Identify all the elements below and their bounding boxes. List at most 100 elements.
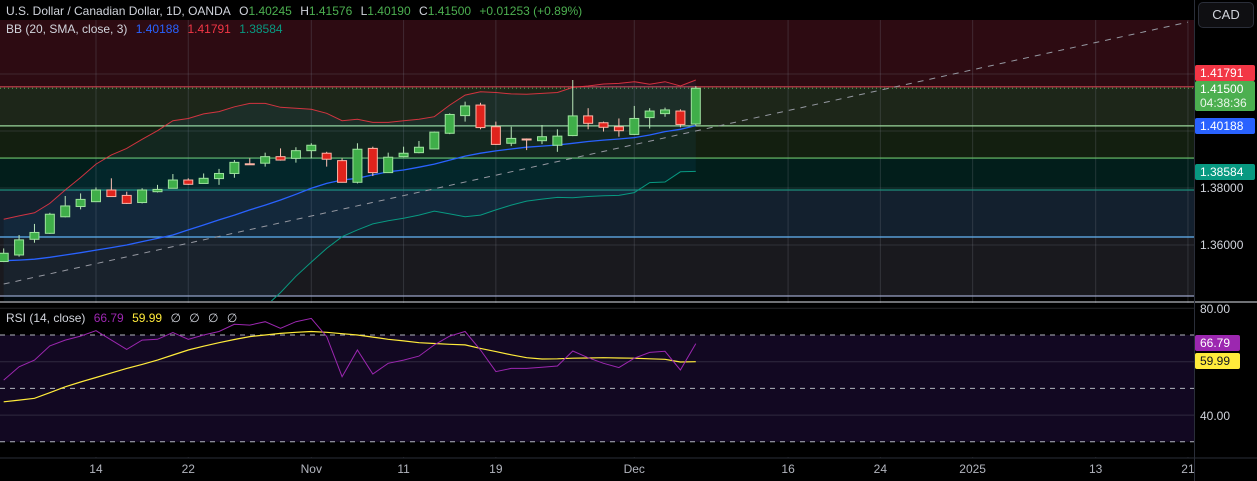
candle-body [644, 110, 655, 119]
candle [444, 113, 455, 135]
symbol-title[interactable]: U.S. Dollar / Canadian Dollar, 1D, OANDA [6, 4, 231, 18]
time-tick-label: 24 [873, 462, 888, 476]
candle [337, 158, 348, 183]
candle-body [214, 172, 225, 180]
time-tick-label: 11 [397, 462, 410, 476]
candle-body [567, 115, 578, 137]
bb-lower-value: 1.38584 [239, 22, 283, 36]
candle [167, 174, 178, 189]
trendline[interactable] [3, 21, 1189, 285]
candle-body [229, 161, 240, 174]
candle [306, 143, 317, 159]
rsi-legend[interactable]: RSI (14, close) 66.79 59.99 ∅ ∅ ∅ ∅ [6, 311, 242, 325]
candle-body [152, 188, 163, 193]
candle-body [383, 156, 394, 174]
candle [367, 146, 378, 177]
candle [229, 160, 240, 178]
candle-body [260, 156, 271, 164]
rsi-pane [0, 303, 1194, 457]
rsi-extra-value: ∅ [226, 311, 238, 325]
candle [275, 148, 286, 161]
time-tick-label: Nov [300, 462, 322, 476]
candle-body [552, 135, 563, 146]
candle [0, 248, 9, 263]
candle-body [321, 152, 332, 160]
candle [567, 79, 578, 137]
rsi-extra-value: ∅ [208, 311, 219, 325]
symbol-legend: U.S. Dollar / Canadian Dollar, 1D, OANDA… [6, 4, 587, 18]
candle-body [0, 252, 9, 263]
candle-body [352, 148, 363, 183]
candle-body [475, 104, 486, 129]
bb-fill [3, 80, 696, 301]
candle-body [460, 105, 471, 117]
candle [121, 191, 132, 204]
time-tick-label: 2025 [959, 462, 986, 476]
candle [429, 131, 440, 150]
candle-body [521, 138, 532, 141]
rsi-value: 66.79 [93, 311, 124, 325]
candle [475, 102, 486, 130]
bb-basis-line [3, 124, 696, 262]
bb-lower-line [270, 170, 696, 301]
horizontal-levels[interactable] [0, 86, 1194, 297]
candle [583, 108, 594, 130]
bb-legend[interactable]: BB (20, SMA, close, 3) 1.40188 1.41791 1… [6, 22, 288, 36]
close-value: 1.41500 [427, 4, 472, 18]
low-label: L [360, 4, 368, 18]
rsi-extra-value: ∅ [170, 311, 181, 325]
price-zone [0, 125, 1194, 159]
bar-countdown: 04:38:36 [1200, 96, 1247, 110]
rsi-ma-line [3, 330, 696, 403]
candle [613, 118, 624, 137]
rsi-scale-label: 80.00 [1200, 302, 1231, 316]
price-zone [0, 237, 1194, 297]
candle-body [660, 109, 671, 115]
bb-basis-value: 1.40188 [135, 22, 180, 36]
trendline-dashed[interactable] [3, 21, 1189, 285]
candle [214, 168, 225, 185]
candle-body [137, 189, 148, 204]
bb-upper-value: 1.41791 [187, 22, 231, 36]
candle [413, 140, 424, 154]
candle [352, 143, 363, 184]
time-tick-label: 22 [181, 462, 195, 476]
candle [537, 125, 547, 145]
candle-body [275, 156, 286, 161]
time-tick-label: 14 [89, 462, 103, 476]
candle [260, 152, 271, 167]
candle-body [183, 179, 194, 185]
time-tick-label: 13 [1088, 462, 1103, 476]
candle [629, 105, 640, 135]
high-label: H [300, 4, 309, 18]
candle [598, 121, 609, 132]
candle-body [14, 239, 25, 256]
bollinger-bands [3, 79, 696, 301]
candle-body [537, 136, 547, 142]
price-zones [0, 20, 1194, 301]
last-price-tag: 1.41500 04:38:36 [1195, 81, 1255, 111]
candle-body [490, 126, 501, 145]
currency-button[interactable]: CAD [1198, 2, 1254, 28]
candle-body [598, 122, 609, 128]
candle-body [29, 231, 40, 240]
time-tick-label: 16 [781, 462, 795, 476]
candle-body [444, 113, 455, 134]
candle-body [506, 137, 517, 144]
rsi-ma-value: 59.99 [132, 311, 163, 325]
candle-body [675, 110, 686, 125]
candle-body [106, 189, 117, 198]
candle [244, 158, 255, 166]
candle [198, 173, 209, 184]
candle-body [690, 87, 701, 125]
candle-body [398, 152, 409, 158]
candle [460, 101, 471, 122]
bb-lower-price-tag: 1.38584 [1195, 164, 1255, 180]
price-label: 1.38000 [1200, 181, 1244, 195]
price-zone [0, 296, 1194, 301]
candle [675, 109, 686, 128]
candle-body [337, 160, 348, 183]
candle [321, 151, 332, 167]
rsi-extra-value: ∅ [189, 311, 200, 325]
